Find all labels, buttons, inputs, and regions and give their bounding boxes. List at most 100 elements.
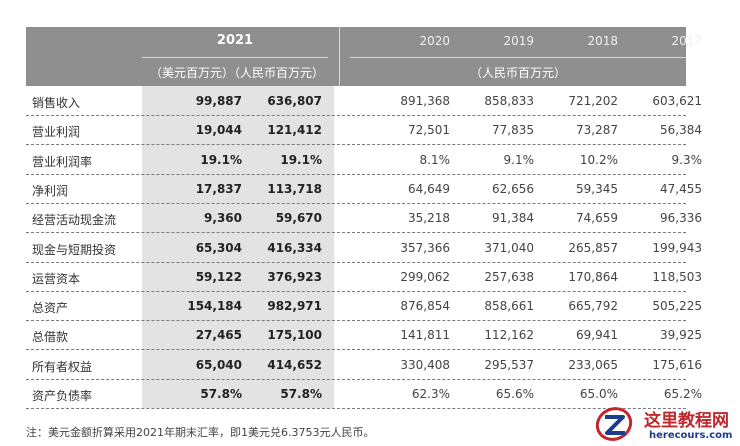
cell-2021-rmb: 636,807 bbox=[267, 94, 322, 108]
header-year-2020: 2020 bbox=[419, 34, 450, 48]
row-label: 总借款 bbox=[32, 330, 69, 345]
cell-2020: 891,368 bbox=[400, 94, 450, 108]
table-row: 运营资本 59,122 376,923 299,062 257,638 170,864 11… bbox=[26, 262, 702, 292]
cell-2017: 47,455 bbox=[660, 181, 702, 196]
row-label: 现金与短期投资 bbox=[32, 242, 117, 257]
highlight-2021-column bbox=[142, 86, 334, 408]
cell-2020: 72,501 bbox=[408, 123, 450, 138]
cell-2021-usd: 154,184 bbox=[187, 299, 242, 314]
cell-2021-rmb: 59,670 bbox=[275, 211, 322, 226]
header-year-2021: 2021 bbox=[216, 33, 254, 48]
cell-2021-usd: 9,360 bbox=[204, 211, 242, 226]
cell-2021-usd: 59,122 bbox=[195, 269, 242, 284]
cell-2021-rmb: 982,971 bbox=[267, 299, 322, 314]
cell-2021-usd: 19,044 bbox=[195, 123, 242, 138]
cell-2020: 64,649 bbox=[408, 181, 450, 196]
cell-2019: 65.6% bbox=[495, 387, 534, 401]
table-row: 营业利润 19,044 121,412 72,501 77,835 73,287 56,38… bbox=[26, 115, 702, 146]
cell-2017: 199,943 bbox=[652, 240, 702, 255]
cell-2018: 170,864 bbox=[568, 269, 618, 284]
table-row: 总资产 154,184 982,971 876,854 858,661 665,792 50… bbox=[26, 291, 702, 322]
cell-2021-rmb: 19.1% bbox=[280, 152, 322, 167]
cell-2018: 69,941 bbox=[576, 328, 618, 343]
cell-2017: 39,925 bbox=[660, 328, 702, 343]
cell-2019: 257,638 bbox=[484, 269, 534, 284]
cell-2018: 59,345 bbox=[576, 181, 618, 196]
cell-2018: 665,792 bbox=[568, 299, 618, 314]
header-year-2018: 2018 bbox=[587, 34, 618, 48]
cell-2021-usd: 99,887 bbox=[195, 94, 242, 108]
row-label: 净利润 bbox=[32, 183, 69, 198]
cell-2019: 371,040 bbox=[484, 240, 534, 255]
table-row: 经营活动现金流 9,360 59,670 35,218 91,384 74,659 96,3… bbox=[26, 203, 702, 234]
table-row: 销售收入 99,887 636,807 891,368 858,833 721,202 60… bbox=[26, 86, 702, 116]
cell-2021-rmb: 113,718 bbox=[267, 181, 322, 196]
table-row: 营业利润率 19.1% 19.1% 8.1% 9.1% 10.2% 9.3% bbox=[26, 145, 702, 175]
logo-url: herecours.com bbox=[649, 430, 733, 441]
cell-2017: 505,225 bbox=[652, 299, 702, 314]
cell-2019: 77,835 bbox=[492, 123, 534, 138]
cell-2021-rmb: 376,923 bbox=[267, 269, 322, 284]
cell-2020: 330,408 bbox=[400, 357, 450, 372]
header-unit-rmb: （人民币百万元） bbox=[469, 66, 566, 80]
header-unit-2021: （美元百万元）（人民币百万元） bbox=[149, 66, 324, 80]
row-label: 总资产 bbox=[32, 301, 69, 316]
cell-2019: 9.1% bbox=[503, 152, 535, 167]
header-divider-2021 bbox=[142, 57, 328, 58]
cell-2019: 91,384 bbox=[492, 211, 534, 226]
cell-2018: 73,287 bbox=[576, 123, 618, 138]
cell-2018: 65.0% bbox=[579, 387, 618, 401]
cell-2019: 62,656 bbox=[492, 181, 534, 196]
cell-2021-rmb: 121,412 bbox=[267, 123, 322, 138]
cell-2017: 9.3% bbox=[671, 152, 703, 167]
cell-2018: 74,659 bbox=[576, 211, 618, 226]
cell-2021-rmb: 416,334 bbox=[267, 240, 322, 255]
header-year-2019: 2019 bbox=[503, 34, 534, 48]
cell-2017: 65.2% bbox=[663, 387, 702, 401]
cell-2019: 295,537 bbox=[484, 357, 534, 372]
cell-2017: 118,503 bbox=[652, 269, 702, 284]
cell-2020: 141,811 bbox=[400, 328, 450, 343]
cell-2021-usd: 27,465 bbox=[195, 328, 242, 343]
row-label: 资产负债率 bbox=[32, 389, 93, 403]
cell-2017: 603,621 bbox=[652, 94, 702, 108]
cell-2021-usd: 65,304 bbox=[195, 240, 242, 255]
cell-2018: 265,857 bbox=[568, 240, 618, 255]
row-label: 营业利润率 bbox=[32, 154, 93, 169]
cell-2017: 96,336 bbox=[660, 211, 702, 226]
header-year-2017: 2017 bbox=[671, 34, 702, 48]
cell-2020: 299,062 bbox=[400, 269, 450, 284]
cell-2018: 10.2% bbox=[579, 152, 618, 167]
cell-2020: 357,366 bbox=[400, 240, 450, 255]
row-label: 营业利润 bbox=[32, 125, 81, 140]
cell-2021-usd: 19.1% bbox=[200, 152, 242, 167]
cell-2020: 8.1% bbox=[419, 152, 451, 167]
table-row: 净利润 17,837 113,718 64,649 62,656 59,345 47,455 bbox=[26, 174, 702, 204]
table-row: 总借款 27,465 175,100 141,811 112,162 69,941 39,9… bbox=[26, 320, 702, 351]
header-column-divider bbox=[339, 27, 340, 86]
header-divider-history bbox=[350, 57, 686, 58]
table-row: 现金与短期投资 65,304 416,334 357,366 371,040 265,85… bbox=[26, 233, 702, 263]
cell-2019: 112,162 bbox=[484, 328, 534, 343]
cell-2020: 876,854 bbox=[400, 299, 450, 314]
cell-2018: 233,065 bbox=[568, 357, 618, 372]
logo-title: 这里教程网 bbox=[644, 411, 729, 431]
cell-2020: 62.3% bbox=[411, 387, 450, 401]
row-label: 所有者权益 bbox=[32, 359, 93, 374]
financial-summary-table: 2021 2020 2019 2018 2017 （美元百万元）（人民币百万元）… bbox=[26, 27, 702, 409]
cell-2021-rmb: 414,652 bbox=[267, 357, 322, 372]
cell-2021-usd: 65,040 bbox=[195, 357, 242, 372]
cell-2021-rmb: 57.8% bbox=[280, 387, 322, 401]
row-label: 经营活动现金流 bbox=[32, 213, 117, 228]
row-label: 销售收入 bbox=[32, 96, 81, 110]
logo-emblem-icon bbox=[595, 407, 633, 441]
cell-2018: 721,202 bbox=[568, 94, 618, 108]
cell-2019: 858,833 bbox=[484, 94, 534, 108]
cell-2020: 35,218 bbox=[408, 211, 450, 226]
cell-2021-rmb: 175,100 bbox=[267, 328, 322, 343]
cell-2019: 858,661 bbox=[484, 299, 534, 314]
table-header: 2021 2020 2019 2018 2017 （美元百万元）（人民币百万元）… bbox=[26, 27, 702, 86]
footnote: 注：美元金额折算采用2021年期末汇率，即1美元兑6.3753元人民币。 bbox=[26, 426, 375, 439]
cell-2021-usd: 57.8% bbox=[200, 387, 242, 401]
table-row: 资产负债率 57.8% 57.8% 62.3% 65.6% 65.0% 65.2% bbox=[26, 379, 702, 409]
